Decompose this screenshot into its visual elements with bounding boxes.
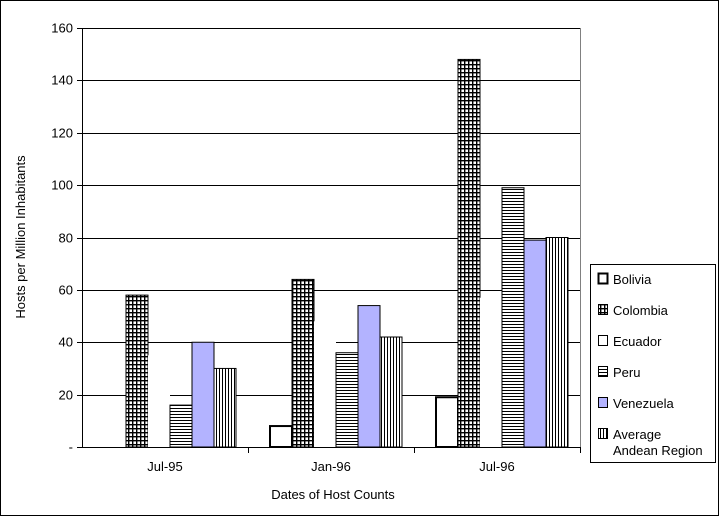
- bar-peru-jul-96: [501, 187, 525, 448]
- bar-venezuela-jan-96: [357, 305, 381, 448]
- y-tick-label: 80: [59, 231, 73, 246]
- bar-venezuela-jul-95: [191, 341, 215, 448]
- bar-colombia-jul-95: [125, 294, 149, 448]
- legend-swatch-colombia: [598, 304, 608, 315]
- bar-average-andean-region-jul-95: [213, 367, 237, 448]
- x-tick-label: Jan-96: [311, 459, 351, 474]
- bar-peru-jul-95: [169, 404, 193, 448]
- y-tick-label: 160: [51, 21, 73, 36]
- legend: Bolivia Colombia Ecuador Peru Venezuela Avera…: [590, 264, 716, 463]
- legend-label-bolivia: Bolivia: [613, 272, 652, 287]
- legend-swatch-ecuador: [598, 335, 608, 346]
- y-tick-label: 60: [59, 283, 73, 298]
- y-tick-label: 140: [51, 73, 73, 88]
- legend-label-venezuela: Venezuela: [613, 396, 674, 411]
- legend-label-average-andean-region: Average Andean Region: [613, 427, 703, 458]
- y-tick-label: -: [69, 440, 73, 455]
- bar-peru-jan-96: [335, 352, 359, 448]
- x-axis-title: Dates of Host Counts: [271, 487, 395, 502]
- legend-swatch-bolivia: [597, 272, 609, 285]
- legend-box: [590, 264, 716, 463]
- legend-label-ecuador: Ecuador: [613, 334, 662, 349]
- bar-average-andean-region-jul-96: [545, 237, 569, 448]
- y-axis-title: Hosts per Million Inhabitants: [13, 155, 28, 319]
- bar-colombia-jul-96: [457, 58, 481, 448]
- bar-ecuador-jan-96: [314, 321, 336, 447]
- y-tick-label: 120: [51, 126, 73, 141]
- legend-label-colombia: Colombia: [613, 303, 669, 318]
- bars: [125, 58, 569, 448]
- bar-ecuador-jul-95: [148, 355, 170, 447]
- legend-label-peru: Peru: [613, 365, 640, 380]
- bar-bolivia-jul-96: [435, 396, 459, 448]
- x-tick-label: Jul-95: [147, 459, 182, 474]
- legend-swatch-average-andean-region: [598, 428, 608, 439]
- y-tick-label: 100: [51, 178, 73, 193]
- legend-swatch-peru: [598, 366, 608, 377]
- bar-ecuador-jul-96: [480, 297, 502, 447]
- y-tick-label: 20: [59, 388, 73, 403]
- y-tick-label: 40: [59, 335, 73, 350]
- bar-bolivia-jan-96: [269, 425, 293, 448]
- bar-average-andean-region-jan-96: [379, 336, 403, 448]
- legend-swatch-venezuela: [598, 397, 608, 408]
- x-tick-label: Jul-96: [479, 459, 514, 474]
- bar-venezuela-jul-96: [523, 239, 547, 448]
- bar-colombia-jan-96: [291, 278, 315, 448]
- axes: - 20 40 60 80 100 120 140 160 Jul-95 Jan-96 Jul-96: [51, 21, 581, 474]
